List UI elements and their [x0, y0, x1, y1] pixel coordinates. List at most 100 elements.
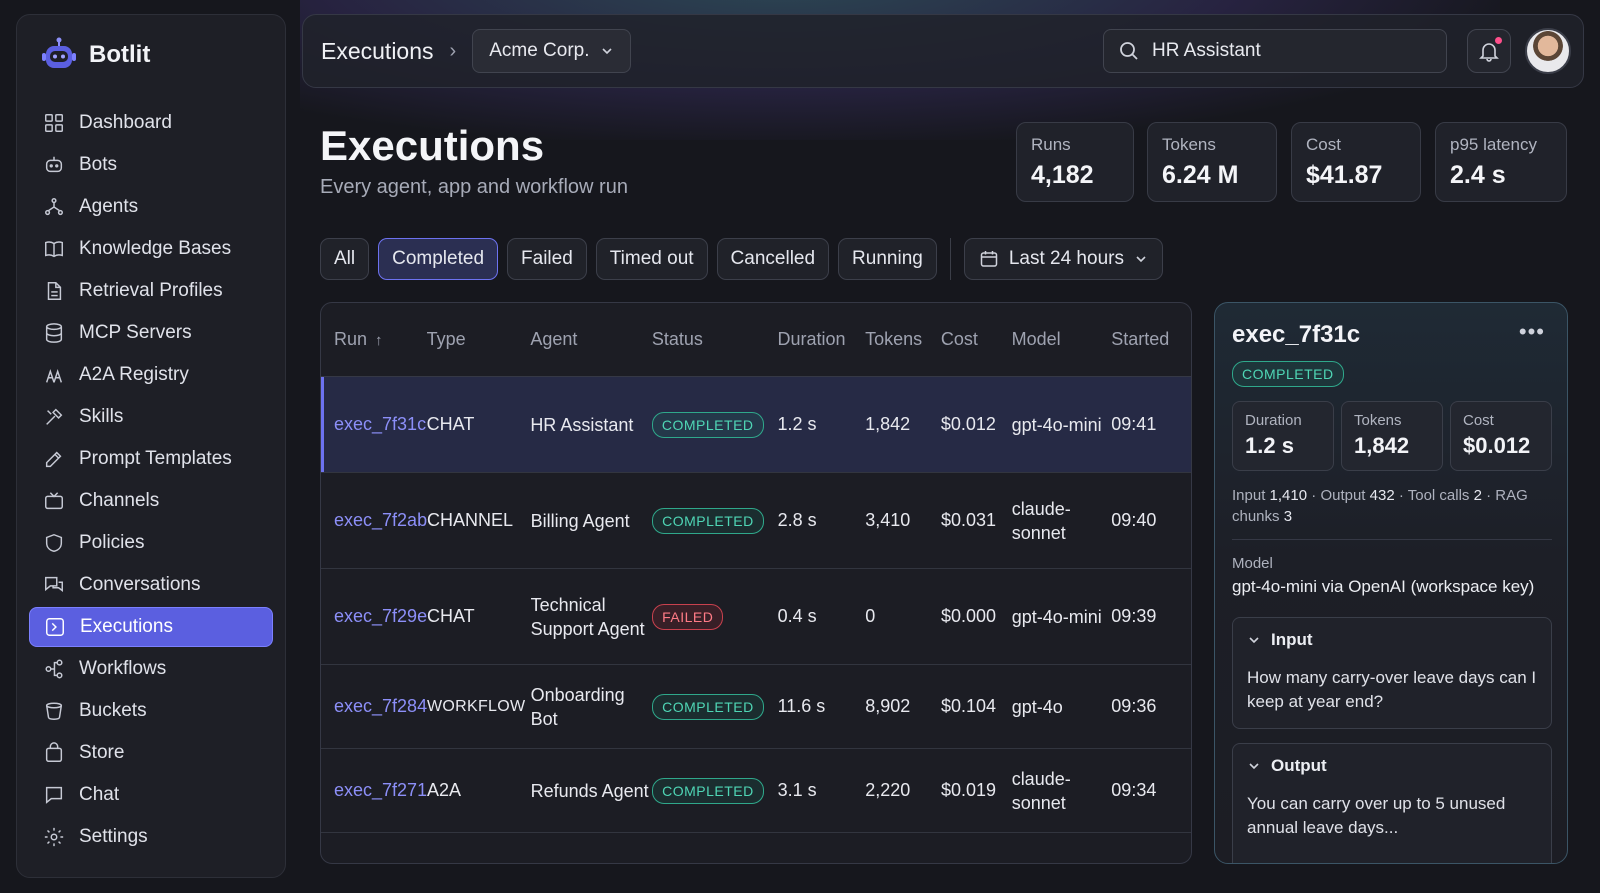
- column-header-tokens[interactable]: Tokens: [865, 329, 923, 349]
- sidebar-item-settings[interactable]: Settings: [29, 817, 273, 857]
- filter-chip-running[interactable]: Running: [838, 238, 937, 280]
- run-id-link[interactable]: exec_7f29e: [334, 606, 428, 626]
- sidebar-item-buckets[interactable]: Buckets: [29, 691, 273, 731]
- meta-value: 2: [1473, 487, 1482, 504]
- status-filters: All Completed Failed Timed out Cancelled Runn…: [320, 238, 1163, 280]
- run-id-link[interactable]: exec_7f284: [334, 696, 428, 716]
- sidebar-item-skills[interactable]: Skills: [29, 397, 273, 437]
- input-section[interactable]: Input How many carry-over leave days can…: [1232, 617, 1552, 729]
- meta-label: Output: [1320, 487, 1366, 504]
- page-title: Executions: [320, 122, 545, 169]
- filter-chip-all[interactable]: All: [320, 238, 370, 280]
- cell-agent: Billing Agent: [530, 510, 630, 531]
- cell-type: A2A: [427, 780, 462, 800]
- column-header-agent[interactable]: Agent: [530, 329, 578, 349]
- metric-value: 1,842: [1354, 433, 1410, 458]
- sidebar-item-store[interactable]: Store: [29, 733, 273, 773]
- tools-icon: [46, 408, 63, 425]
- user-avatar[interactable]: [1525, 28, 1571, 74]
- execution-detail-panel: exec_7f31c ••• COMPLETED Duration 1.2 s …: [1214, 302, 1568, 864]
- sidebar-item-mcp-servers[interactable]: MCP Servers: [29, 313, 273, 353]
- meta-label: RAG chunks: [1232, 487, 1528, 525]
- sidebar-item-agents[interactable]: Agents: [29, 187, 273, 227]
- column-header-duration[interactable]: Duration: [777, 329, 846, 349]
- filter-chip-timed-out[interactable]: Timed out: [595, 238, 708, 280]
- bag-icon: [45, 742, 63, 762]
- table-row[interactable]: exec_7f2ab CHANNEL Billing Agent COMPLETED 2…: [321, 473, 1191, 569]
- search-input[interactable]: HR Assistant: [1103, 29, 1447, 73]
- org-selector[interactable]: Acme Corp.: [472, 29, 631, 73]
- meta-value: 1,410: [1269, 487, 1308, 504]
- input-message: How many carry-over leave days can I kee…: [1247, 668, 1537, 711]
- sidebar-item-chat[interactable]: Chat: [29, 775, 273, 815]
- sidebar-item-label: Bots: [79, 154, 118, 175]
- column-header-status[interactable]: Status: [651, 329, 703, 349]
- filter-chip-cancelled[interactable]: Cancelled: [716, 238, 830, 280]
- notification-dot: [1495, 37, 1502, 44]
- stat-tokens: Tokens 6.24 M: [1147, 122, 1277, 202]
- top-bar: Executions › Acme Corp. HR Assistant: [302, 14, 1584, 88]
- sidebar-item-prompt-templates[interactable]: Prompt Templates: [29, 439, 273, 479]
- org-selector-value: Acme Corp.: [489, 40, 590, 61]
- detail-metric-duration: Duration 1.2 s: [1232, 401, 1334, 471]
- cell-tokens: 8,902: [865, 696, 911, 716]
- sidebar-item-knowledge-bases[interactable]: Knowledge Bases: [29, 229, 273, 269]
- metric-label: Duration: [1245, 412, 1302, 429]
- output-section[interactable]: Output You can carry over up to 5 unused…: [1232, 743, 1552, 863]
- output-section-header[interactable]: Output: [1247, 756, 1537, 776]
- sidebar-item-workflows[interactable]: Workflows: [29, 649, 273, 689]
- sidebar-item-conversations[interactable]: Conversations: [29, 565, 273, 605]
- sidebar-item-a2a-registry[interactable]: A2A Registry: [29, 355, 273, 395]
- metric-value: $0.012: [1463, 433, 1531, 458]
- filter-chip-failed[interactable]: Failed: [507, 238, 587, 280]
- column-header-cost[interactable]: Cost: [940, 329, 978, 349]
- brand[interactable]: Botlit: [17, 15, 285, 101]
- status-badge: COMPLETED: [1232, 361, 1344, 387]
- chevron-down-icon: [601, 48, 612, 55]
- cell-duration: 2.8 s: [777, 510, 817, 530]
- cell-cost: $0.019: [940, 780, 997, 800]
- input-section-header[interactable]: Input: [1247, 630, 1537, 650]
- cell-model: claude-sonnet: [1011, 498, 1071, 543]
- sidebar-item-label: Channels: [79, 490, 160, 511]
- sidebar-item-policies[interactable]: Policies: [29, 523, 273, 563]
- stat-value: 4,182: [1031, 161, 1094, 189]
- sidebar-item-dashboard[interactable]: Dashboard: [29, 103, 273, 143]
- sidebar-item-label: Executions: [80, 616, 173, 637]
- run-id-link[interactable]: exec_7f271: [334, 780, 428, 800]
- sidebar-item-label: Dashboard: [79, 112, 172, 133]
- run-id-link[interactable]: exec_7f2ab: [334, 510, 428, 530]
- chevron-down-icon: [1249, 637, 1259, 644]
- document-icon: [47, 282, 62, 300]
- filter-chip-completed[interactable]: Completed: [378, 238, 499, 280]
- sidebar-item-retrieval-profiles[interactable]: Retrieval Profiles: [29, 271, 273, 311]
- divider: [1232, 539, 1552, 540]
- date-range-select[interactable]: Last 24 hours: [963, 238, 1163, 280]
- executions-table: Run ↑ Type Agent Status Duration Tokens C…: [320, 302, 1192, 864]
- bot-icon: [45, 156, 63, 173]
- sidebar-item-executions[interactable]: Executions: [29, 607, 273, 647]
- sidebar-item-channels[interactable]: Channels: [29, 481, 273, 521]
- gear-icon: [44, 827, 64, 847]
- meta-label: Tool calls: [1407, 487, 1470, 504]
- table-row[interactable]: exec_7f271 A2A Refunds Agent COMPLETED 3.1 s…: [321, 749, 1191, 833]
- breadcrumb-executions[interactable]: Executions: [321, 37, 434, 64]
- sidebar-item-label: Skills: [79, 406, 124, 427]
- more-options-icon[interactable]: •••: [1518, 319, 1545, 344]
- column-header-type[interactable]: Type: [426, 329, 466, 349]
- table-row[interactable]: exec_7f29e CHAT Technical Support Agent FAI…: [321, 569, 1191, 665]
- table-row[interactable]: exec_7f31c CHAT HR Assistant COMPLETED 1.2 s…: [321, 377, 1191, 473]
- run-id-link[interactable]: exec_7f31c: [334, 414, 427, 434]
- meta-label: Input: [1232, 487, 1266, 504]
- search-icon: [1120, 42, 1138, 60]
- status-badge: COMPLETED: [651, 411, 764, 438]
- column-header-started[interactable]: Started: [1111, 329, 1170, 349]
- cell-tokens: 1,842: [865, 414, 911, 434]
- meta-value: 432: [1369, 487, 1395, 504]
- table-row[interactable]: exec_7f284 WORKFLOW Onboarding Bot COMPLETE…: [321, 665, 1191, 749]
- sidebar-item-label: Agents: [79, 196, 139, 217]
- notifications-button[interactable]: [1467, 29, 1511, 73]
- column-header-model[interactable]: Model: [1011, 329, 1061, 349]
- sidebar-item-bots[interactable]: Bots: [29, 145, 273, 185]
- column-header-run[interactable]: Run ↑: [321, 329, 427, 350]
